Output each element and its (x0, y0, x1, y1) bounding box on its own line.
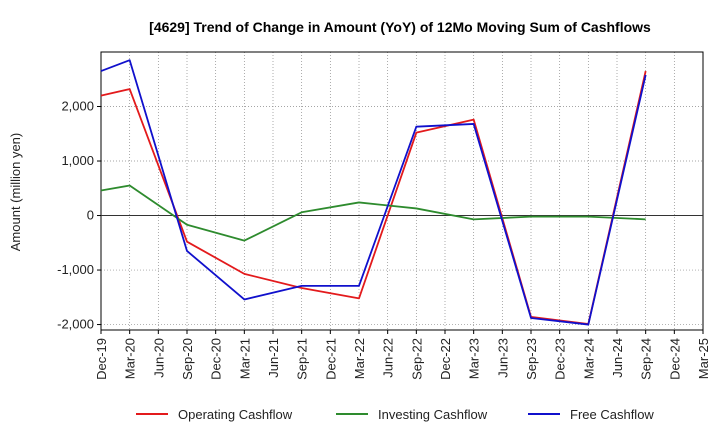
x-tick-label: Sep-23 (524, 338, 539, 380)
x-tick-label: Sep-22 (409, 338, 424, 380)
x-tick-label: Jun-20 (151, 338, 166, 378)
y-axis-ticks: -2,000 -1,000 0 1,000 2,000 (57, 99, 101, 332)
x-tick-label: Mar-21 (237, 338, 252, 379)
series-line-operating-cashflow (100, 70, 647, 325)
y-tick-label: 0 (87, 208, 94, 223)
legend: Operating Cashflow Investing Cashflow Free… (136, 407, 654, 422)
legend-item: Investing Cashflow (336, 407, 488, 422)
x-tick-label: Dec-19 (94, 338, 109, 380)
axes (100, 51, 704, 331)
grid (100, 52, 704, 330)
x-tick-label: Jun-21 (266, 338, 281, 378)
x-tick-label: Sep-21 (295, 338, 310, 380)
y-tick-label: -1,000 (57, 262, 94, 277)
x-tick-label: Mar-22 (352, 338, 367, 379)
chart-title: [4629] Trend of Change in Amount (YoY) o… (149, 19, 651, 35)
plot-frame (100, 51, 704, 331)
x-axis-ticks: Dec-19 Mar-20 Jun-20 Sep-20 Dec-20 Mar-21 Jun-… (94, 330, 711, 380)
series-line-investing-cashflow (100, 184, 646, 242)
x-tick-label: Mar-23 (467, 338, 482, 379)
x-tick-label: Mar-24 (581, 338, 596, 379)
x-tick-label: Dec-24 (667, 338, 682, 380)
legend-item: Free Cashflow (528, 407, 654, 422)
x-tick-label: Dec-21 (323, 338, 338, 380)
y-axis-label: Amount (million yen) (8, 133, 23, 252)
y-tick-label: 1,000 (61, 153, 94, 168)
legend-label: Free Cashflow (570, 407, 654, 422)
x-tick-label: Dec-22 (438, 338, 453, 380)
x-tick-label: Jun-22 (381, 338, 396, 378)
x-tick-label: Mar-20 (123, 338, 138, 379)
x-tick-label: Sep-20 (180, 338, 195, 380)
x-tick-label: Jun-24 (610, 338, 625, 378)
x-tick-label: Sep-24 (639, 338, 654, 380)
x-tick-label: Mar-25 (696, 338, 711, 379)
legend-label: Operating Cashflow (178, 407, 293, 422)
y-tick-label: -2,000 (57, 317, 94, 332)
legend-item: Operating Cashflow (136, 407, 293, 422)
legend-label: Investing Cashflow (378, 407, 488, 422)
series-lines (100, 59, 647, 326)
x-tick-label: Dec-20 (209, 338, 224, 380)
x-tick-label: Jun-23 (495, 338, 510, 378)
y-tick-label: 2,000 (61, 99, 94, 114)
x-tick-label: Dec-23 (553, 338, 568, 380)
series-line-free-cashflow (100, 59, 647, 326)
